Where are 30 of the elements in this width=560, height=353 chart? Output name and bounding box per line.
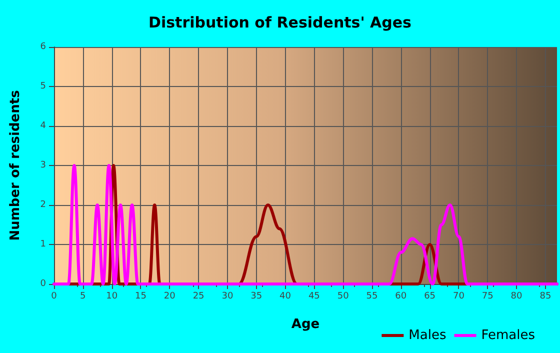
x-tick-label: 25 — [192, 292, 204, 302]
x-tick-label: 50 — [337, 292, 350, 302]
x-tick-label: 35 — [250, 292, 262, 302]
x-tick-label: 45 — [308, 292, 320, 302]
x-tick-label: 20 — [164, 292, 176, 302]
x-tick-label: 70 — [452, 292, 465, 302]
y-tick-label: 2 — [40, 200, 46, 210]
x-tick-label: 65 — [424, 292, 436, 302]
x-tick-label: 15 — [135, 292, 146, 302]
x-tick-label: 75 — [482, 292, 494, 302]
y-tick-label: 0 — [40, 279, 46, 289]
x-tick-label: 0 — [51, 292, 58, 302]
y-tick-label: 6 — [40, 42, 46, 52]
x-tick-label: 55 — [366, 292, 378, 302]
y-tick-label: 4 — [40, 121, 46, 131]
y-tick-label: 3 — [40, 160, 46, 170]
x-tick-label: 30 — [222, 292, 234, 302]
legend-label: Males — [408, 328, 446, 343]
x-tick-label: 5 — [80, 292, 86, 302]
y-tick-label: 1 — [40, 240, 46, 250]
x-tick-label: 80 — [510, 292, 523, 302]
x-tick-label: 85 — [540, 292, 552, 302]
legend-label: Females — [481, 328, 536, 343]
x-tick-label: 40 — [280, 292, 292, 302]
y-axis-title: Number of residents — [8, 90, 23, 241]
x-tick-label: 60 — [395, 292, 407, 302]
y-tick-label: 5 — [40, 82, 46, 92]
x-tick-label: 10 — [106, 292, 118, 302]
x-axis-title: Age — [291, 317, 320, 332]
chart-title: Distribution of Residents' Ages — [148, 14, 412, 32]
